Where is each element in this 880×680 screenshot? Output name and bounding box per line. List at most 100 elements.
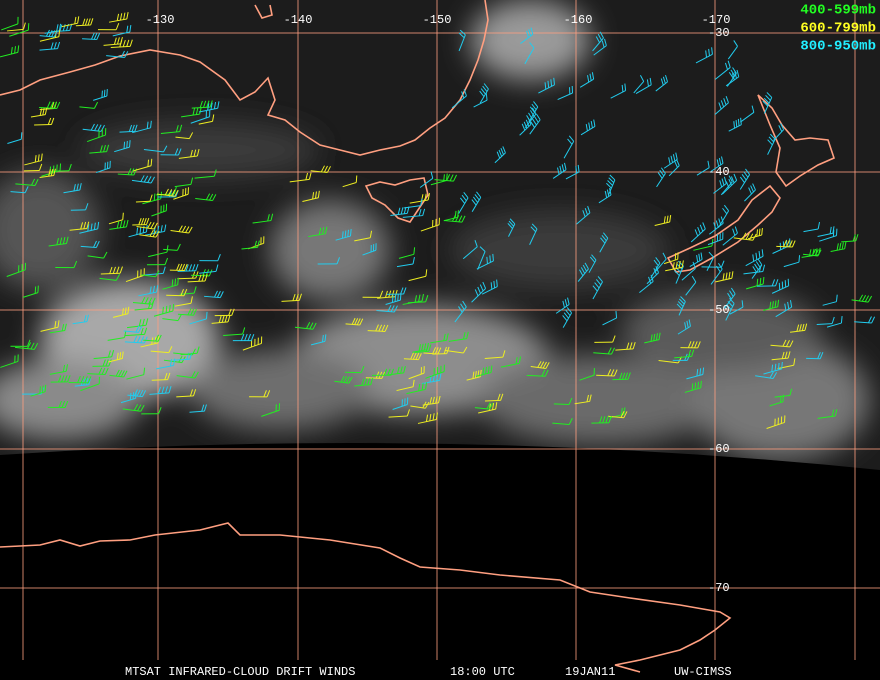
legend-entry: 800-950mb <box>800 39 876 55</box>
barb-feather <box>762 100 769 107</box>
barb-feather <box>193 286 197 294</box>
barb-shaft <box>144 272 164 276</box>
barb-feather <box>466 331 469 339</box>
barb-feather <box>568 418 573 425</box>
wind-barb <box>176 371 199 379</box>
barb-shaft <box>783 261 800 268</box>
barb-feather <box>128 124 133 132</box>
barb-feather <box>619 372 623 380</box>
wind-barb <box>151 372 171 381</box>
new-zealand-south-coast <box>666 184 781 273</box>
barb-feather <box>489 255 491 263</box>
latitude-label: -70 <box>708 581 730 595</box>
wind-barb <box>134 301 154 311</box>
barb-shaft <box>777 364 794 370</box>
barb-feather <box>432 413 435 421</box>
barb-feather <box>384 324 389 332</box>
barb-feather <box>454 210 457 218</box>
barb-feather <box>418 294 421 302</box>
barb-feather <box>567 297 570 305</box>
barb-feather <box>210 102 213 110</box>
barb-feather <box>580 267 586 274</box>
wind-barb <box>706 251 715 272</box>
barb-feather <box>579 269 584 276</box>
barb-feather <box>752 254 755 262</box>
barb-shaft <box>354 237 371 242</box>
barb-shaft <box>107 337 125 341</box>
barb-feather <box>201 404 205 412</box>
barb-feather <box>387 304 392 312</box>
barb-feather <box>801 323 805 331</box>
barb-feather <box>192 271 196 279</box>
wind-barb <box>344 365 365 374</box>
barb-feather <box>608 415 612 423</box>
barb-feather <box>589 394 592 402</box>
barb-feather <box>474 289 479 297</box>
barb-feather <box>23 22 26 30</box>
footer-source: UW-CIMSS <box>674 665 732 679</box>
barb-feather <box>681 260 684 268</box>
barb-feather <box>45 29 50 37</box>
barb-feather <box>391 295 394 303</box>
barb-feather <box>180 288 185 296</box>
barb-feather <box>565 309 571 316</box>
wind-barb <box>153 303 175 317</box>
barb-feather <box>684 322 687 330</box>
barb-feather <box>383 368 388 376</box>
wind-barb <box>334 375 353 384</box>
barb-feather <box>476 191 482 198</box>
barb-feather <box>44 384 47 392</box>
wind-barb <box>362 290 384 298</box>
barb-feather <box>58 375 62 383</box>
barb-feather <box>559 165 562 173</box>
barb-feather <box>459 29 466 36</box>
barb-feather <box>528 29 532 37</box>
wind-barb <box>701 260 725 268</box>
barb-feather <box>687 341 692 348</box>
barb-feather <box>660 167 666 174</box>
barb-feather <box>722 273 725 281</box>
wind-barb <box>420 217 440 232</box>
barb-feather <box>167 372 171 380</box>
barb-feather <box>567 138 573 145</box>
barb-feather <box>432 347 437 354</box>
barb-feather <box>778 125 783 132</box>
barb-feather <box>655 333 658 341</box>
barb-feather <box>437 347 442 355</box>
barb-feather <box>675 152 678 160</box>
wind-barb <box>335 229 352 241</box>
barb-feather <box>292 293 296 301</box>
barb-feather <box>228 308 232 316</box>
barb-shaft <box>180 352 198 356</box>
wind-barb <box>80 240 100 248</box>
barb-feather <box>93 32 98 40</box>
barb-feather <box>64 323 67 331</box>
barb-feather <box>756 229 759 237</box>
barb-feather <box>20 132 23 140</box>
barb-feather <box>51 101 55 109</box>
barb-feather <box>397 293 399 301</box>
barb-feather <box>789 388 793 396</box>
barb-feather <box>169 359 173 367</box>
barb-shaft <box>198 120 213 125</box>
wind-barb <box>473 93 488 108</box>
wind-barb <box>733 232 757 241</box>
barb-feather <box>728 271 731 279</box>
wind-barb <box>421 373 442 385</box>
barb-feather <box>500 147 505 155</box>
barb-feather <box>756 278 759 286</box>
barb-feather <box>605 416 609 423</box>
barb-feather <box>48 29 53 37</box>
wind-barb <box>767 133 776 155</box>
wind-barb <box>15 178 39 187</box>
barb-feather <box>267 214 270 222</box>
barb-feather <box>668 157 671 165</box>
barb-shaft <box>189 318 207 325</box>
barb-feather <box>406 409 410 417</box>
wind-barb <box>769 394 784 407</box>
wind-barb <box>743 264 766 275</box>
wind-barb <box>500 356 522 368</box>
wind-barb <box>138 285 159 297</box>
barb-feather <box>140 404 145 412</box>
barb-feather <box>140 175 145 182</box>
